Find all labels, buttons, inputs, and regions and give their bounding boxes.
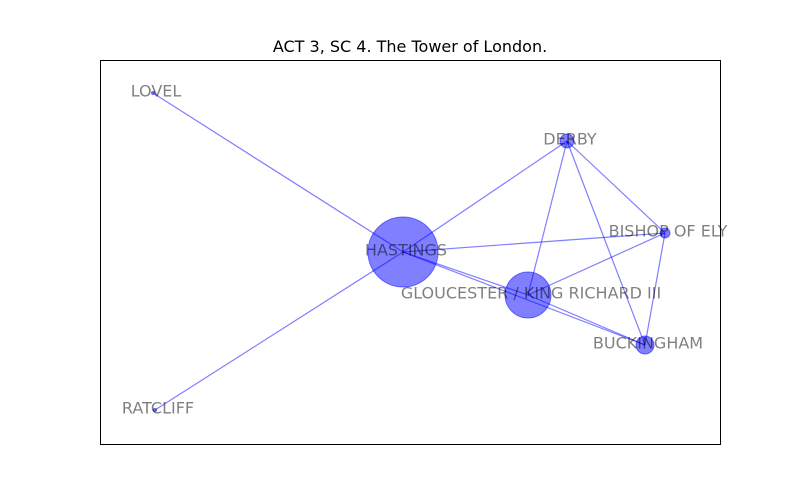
node-lovel	[151, 91, 155, 95]
node-label-bishop: BISHOP OF ELY	[609, 222, 728, 241]
edge-gloucester-derby	[527, 140, 568, 296]
nodes-layer	[151, 91, 671, 412]
node-label-lovel: LOVEL	[131, 82, 182, 101]
edge-derby-bishop	[566, 140, 666, 234]
edge-derby-buckingham	[566, 140, 646, 346]
edge-bishop-buckingham	[644, 232, 666, 346]
edge-hastings-lovel	[152, 92, 404, 253]
labels-layer: HASTINGS GLOUCESTER / KING RICHARD III DER…	[122, 82, 728, 418]
node-derby	[559, 133, 575, 149]
node-label-hastings: HASTINGS	[365, 241, 447, 260]
chart-title: ACT 3, SC 4. The Tower of London.	[273, 37, 547, 56]
node-label-derby: DERBY	[543, 130, 597, 149]
node-hastings	[367, 216, 439, 288]
edge-hastings-ratcliff	[154, 251, 404, 411]
node-ratcliff	[153, 408, 157, 412]
edge-gloucester-bishop	[527, 232, 666, 296]
edge-hastings-bishop	[402, 232, 666, 253]
node-label-gloucester: GLOUCESTER / KING RICHARD III	[401, 284, 661, 303]
node-bishop	[659, 227, 671, 239]
node-buckingham	[635, 335, 655, 355]
node-label-ratcliff: RATCLIFF	[122, 399, 194, 418]
plot-frame	[100, 60, 721, 445]
node-gloucester	[504, 271, 552, 319]
node-label-buckingham: BUCKINGHAM	[593, 334, 703, 353]
